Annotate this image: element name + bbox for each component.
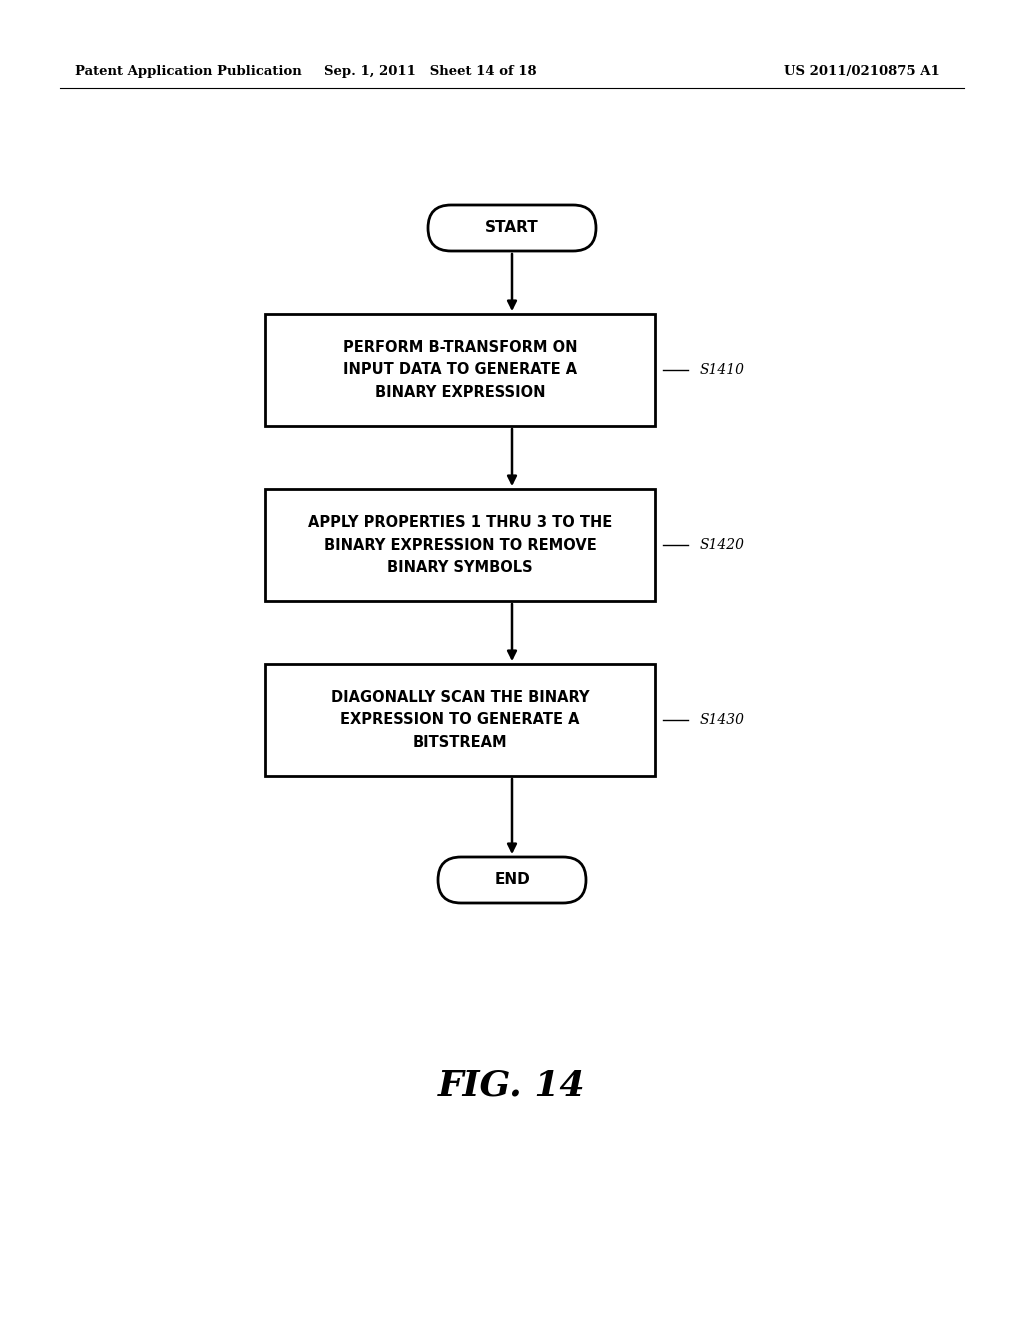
Text: Sep. 1, 2011   Sheet 14 of 18: Sep. 1, 2011 Sheet 14 of 18	[324, 66, 537, 78]
Text: Patent Application Publication: Patent Application Publication	[75, 66, 302, 78]
FancyBboxPatch shape	[428, 205, 596, 251]
Text: S1430: S1430	[700, 713, 745, 727]
Text: DIAGONALLY SCAN THE BINARY
EXPRESSION TO GENERATE A
BITSTREAM: DIAGONALLY SCAN THE BINARY EXPRESSION TO…	[331, 690, 589, 750]
Text: APPLY PROPERTIES 1 THRU 3 TO THE
BINARY EXPRESSION TO REMOVE
BINARY SYMBOLS: APPLY PROPERTIES 1 THRU 3 TO THE BINARY …	[308, 515, 612, 574]
Text: START: START	[485, 220, 539, 235]
Text: END: END	[495, 873, 529, 887]
Bar	[265, 664, 655, 776]
Text: S1420: S1420	[700, 539, 745, 552]
Text: US 2011/0210875 A1: US 2011/0210875 A1	[784, 66, 940, 78]
Text: FIG. 14: FIG. 14	[438, 1068, 586, 1102]
FancyBboxPatch shape	[438, 857, 586, 903]
Bar	[265, 314, 655, 426]
Text: S1410: S1410	[700, 363, 745, 378]
Text: PERFORM B-TRANSFORM ON
INPUT DATA TO GENERATE A
BINARY EXPRESSION: PERFORM B-TRANSFORM ON INPUT DATA TO GEN…	[343, 341, 578, 400]
Bar	[265, 488, 655, 601]
